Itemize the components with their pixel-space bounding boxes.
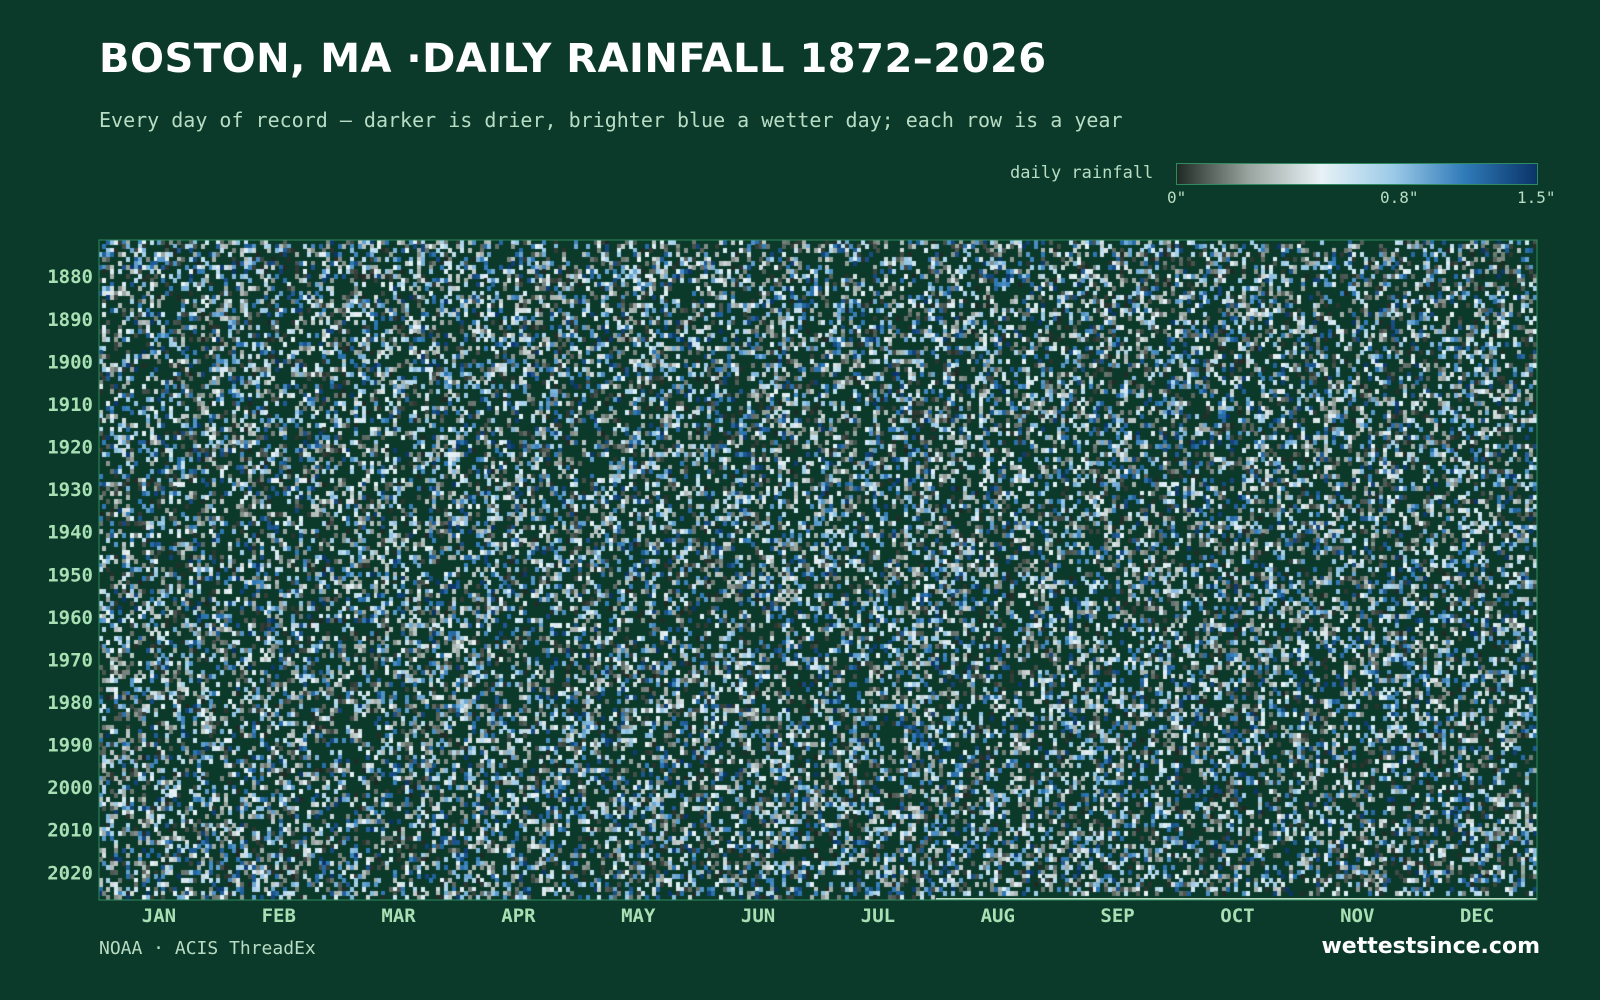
legend-tick-mid: 0.8"	[1380, 188, 1419, 207]
month-tick-may: MAY	[621, 905, 656, 927]
brand-link[interactable]: wettestsince.com	[1321, 934, 1540, 959]
year-tick-2010: 2010	[47, 820, 93, 842]
year-tick-1890: 1890	[47, 309, 93, 331]
month-axis: JAN FEB MAR APR MAY JUN JUL AUG SEP OCT NOV DEC	[142, 905, 1494, 927]
heatmap-cells-image	[99, 240, 1537, 900]
year-tick-1940: 1940	[47, 522, 93, 544]
chart-title: BOSTON, MA ·DAILY RAINFALL 1872–2026	[99, 36, 1047, 82]
month-tick-jun: JUN	[741, 905, 775, 927]
year-tick-1970: 1970	[47, 649, 93, 671]
legend-tick-min: 0"	[1167, 188, 1187, 207]
heatmap-cells	[99, 240, 1537, 900]
legend-label: daily rainfall	[1010, 163, 1154, 183]
year-tick-1900: 1900	[47, 351, 93, 373]
month-tick-feb: FEB	[262, 905, 296, 927]
year-tick-1880: 1880	[47, 266, 93, 288]
year-tick-2000: 2000	[47, 777, 93, 799]
year-tick-1990: 1990	[47, 735, 93, 757]
month-tick-oct: OCT	[1220, 905, 1254, 927]
month-tick-apr: APR	[501, 905, 536, 927]
legend-tick-max: 1.5"	[1517, 188, 1556, 207]
year-tick-1930: 1930	[47, 479, 93, 501]
chart-subtitle: Every day of record — darker is drier, b…	[99, 108, 1123, 132]
month-tick-mar: MAR	[381, 905, 416, 927]
month-tick-jul: JUL	[861, 905, 895, 927]
month-tick-dec: DEC	[1460, 905, 1494, 927]
year-tick-1920: 1920	[47, 437, 93, 459]
year-tick-1950: 1950	[47, 564, 93, 586]
year-tick-1910: 1910	[47, 394, 93, 416]
year-tick-1960: 1960	[47, 607, 93, 629]
month-tick-nov: NOV	[1340, 905, 1374, 927]
plot-frame	[98, 239, 1538, 901]
legend-color-ramp	[1176, 163, 1538, 185]
month-tick-jan: JAN	[142, 905, 176, 927]
year-tick-2020: 2020	[47, 862, 93, 884]
year-tick-1980: 1980	[47, 692, 93, 714]
data-source: NOAA · ACIS ThreadEx	[99, 938, 316, 959]
month-tick-aug: AUG	[981, 905, 1015, 927]
year-axis: 1880 1890 1900 1910 1920 1930 1940 1950 1960 1970…	[47, 266, 93, 884]
month-tick-sep: SEP	[1100, 905, 1134, 927]
